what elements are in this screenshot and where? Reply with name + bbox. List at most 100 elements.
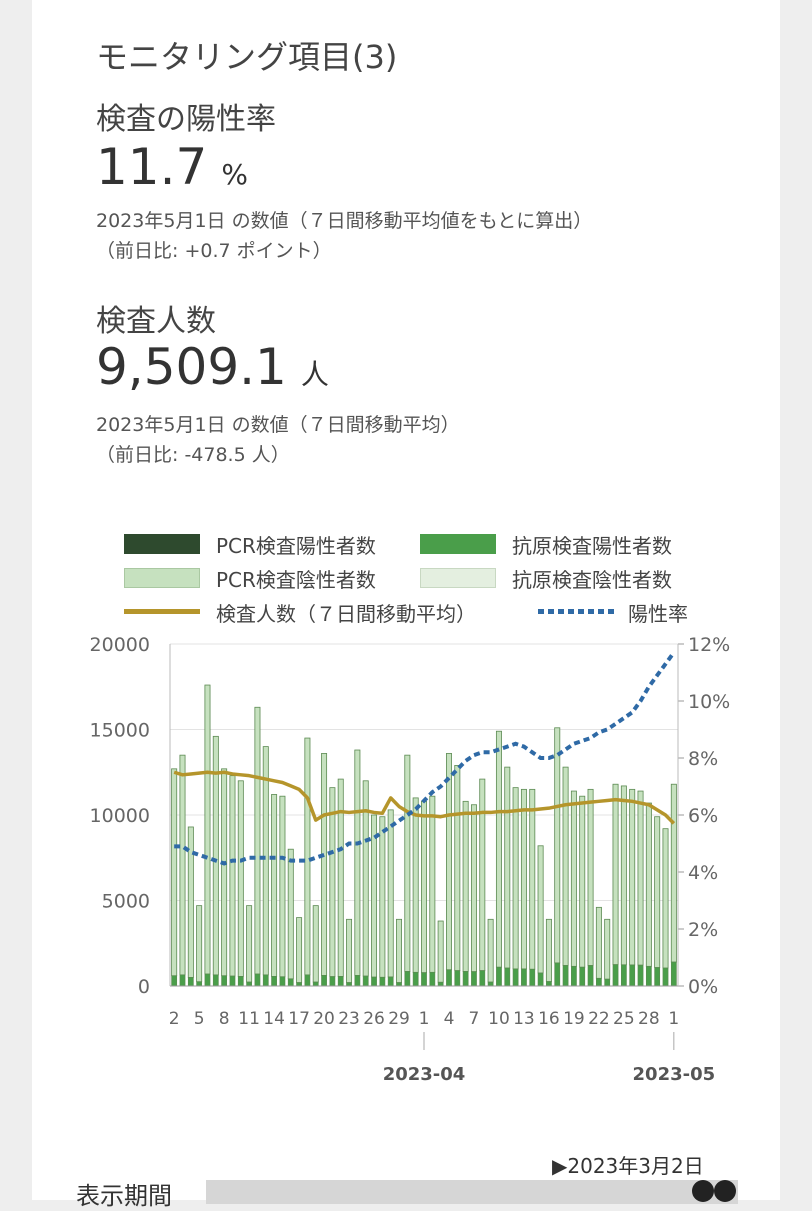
legend-swatch-positivity-rate[interactable] xyxy=(538,609,614,614)
bar-positive xyxy=(321,975,327,987)
bar-positive xyxy=(479,970,486,987)
period-slider[interactable] xyxy=(206,1180,738,1204)
x-tick-label: 17 xyxy=(288,1009,310,1029)
bar-negative xyxy=(670,783,677,963)
bar-negative xyxy=(254,706,261,975)
bar-positive xyxy=(246,981,252,987)
bar-positive xyxy=(312,981,319,987)
bar-positive xyxy=(212,974,219,987)
legend-swatch-antigen-positive[interactable] xyxy=(420,534,496,554)
bar-positive xyxy=(187,977,194,987)
slider-handle-start[interactable] xyxy=(692,1180,714,1202)
bar-negative xyxy=(604,918,611,980)
bar-positive xyxy=(354,975,361,987)
bar-positive xyxy=(487,981,494,987)
legend-label-positivity-rate[interactable]: 陽性率 xyxy=(628,602,688,626)
bar-positive xyxy=(237,976,244,987)
legend-label-pcr-positive[interactable]: PCR検査陽性者数 xyxy=(216,534,376,558)
bar-positive xyxy=(279,976,286,987)
x-tick-label: 1 xyxy=(419,1009,430,1029)
month-label: 2023-04 xyxy=(383,1064,466,1085)
bar-positive xyxy=(371,976,377,987)
bar-positive xyxy=(271,976,277,987)
bar-negative xyxy=(321,753,328,976)
positivity-label: 検査の陽性率 xyxy=(96,102,276,137)
bar-negative xyxy=(462,800,469,972)
y-right-tick-label: 8% xyxy=(688,748,718,770)
bar-negative xyxy=(412,797,419,973)
x-tick-label: 1 xyxy=(668,1009,679,1029)
y-right-tick-label: 0% xyxy=(688,976,718,998)
bar-positive xyxy=(662,967,669,987)
bar-positive xyxy=(362,975,369,987)
bar-positive xyxy=(554,962,561,987)
bar-negative xyxy=(379,816,386,978)
y-left-tick-label: 10000 xyxy=(90,805,150,827)
bar-positive xyxy=(521,968,527,987)
bar-positive xyxy=(171,975,178,987)
bar-negative xyxy=(196,905,203,983)
bar-negative xyxy=(620,785,627,966)
bar-positive xyxy=(337,976,344,987)
x-tick-label: 4 xyxy=(444,1009,455,1029)
bar-negative xyxy=(421,800,427,974)
bar-negative xyxy=(562,766,569,966)
slider-handle-end[interactable] xyxy=(714,1180,736,1202)
x-tick-label: 29 xyxy=(388,1009,410,1029)
y-right-tick-label: 4% xyxy=(688,862,718,884)
bar-positive xyxy=(529,968,536,987)
bar-positive xyxy=(429,972,436,987)
bar-negative xyxy=(271,794,278,977)
bar-negative xyxy=(221,768,228,977)
bar-negative xyxy=(645,802,652,967)
bar-negative xyxy=(637,790,644,966)
bar-positive xyxy=(196,981,203,987)
bar-positive xyxy=(587,965,594,987)
legend-label-antigen-positive[interactable]: 抗原検査陽性者数 xyxy=(512,534,672,558)
bar-positive xyxy=(329,976,336,987)
y-right-tick-label: 2% xyxy=(688,919,718,941)
bar-positive xyxy=(604,978,611,987)
legend-swatch-pcr-negative[interactable] xyxy=(124,568,200,588)
bar-positive xyxy=(562,965,569,987)
x-tick-label: 13 xyxy=(513,1009,535,1029)
bar-negative xyxy=(354,749,361,976)
bar-negative xyxy=(487,918,494,983)
positivity-number: 11.7 xyxy=(96,138,208,196)
bar-positive xyxy=(670,961,677,987)
bar-positive xyxy=(512,968,519,987)
y-left-tick-label: 20000 xyxy=(90,634,150,656)
bar-negative xyxy=(229,775,236,977)
bar-positive xyxy=(262,974,269,987)
legend-label-pcr-negative[interactable]: PCR検査陰性者数 xyxy=(216,568,376,592)
bar-negative xyxy=(545,918,552,982)
legend-swatch-test-average[interactable] xyxy=(124,609,200,614)
bar-positive xyxy=(537,972,544,987)
x-tick-label: 7 xyxy=(469,1009,480,1029)
positivity-unit: % xyxy=(221,158,248,191)
tests-label: 検査人数 xyxy=(96,304,216,339)
bar-positive xyxy=(471,971,477,987)
bar-negative xyxy=(595,906,602,979)
bar-positive xyxy=(496,966,502,987)
legend-swatch-antigen-negative[interactable] xyxy=(420,568,496,588)
chart-bars xyxy=(171,684,677,987)
bar-positive xyxy=(179,974,186,987)
bar-negative xyxy=(495,730,502,968)
bar-positive xyxy=(437,981,444,987)
bar-negative xyxy=(279,795,286,978)
month-label: 2023-05 xyxy=(633,1064,716,1085)
bar-negative xyxy=(454,765,461,972)
tests-number: 9,509.1 xyxy=(96,338,287,396)
x-tick-label: 8 xyxy=(219,1009,230,1029)
bar-negative xyxy=(204,684,211,975)
bar-negative xyxy=(179,754,186,976)
bar-negative xyxy=(529,788,536,970)
legend-swatch-pcr-positive[interactable] xyxy=(124,534,200,554)
legend-label-test-average[interactable]: 検査人数（７日間移動平均） xyxy=(216,602,476,626)
bar-positive xyxy=(504,967,511,987)
x-tick-label: 22 xyxy=(588,1009,610,1029)
tests-diff: （前日比: -478.5 人） xyxy=(96,444,290,466)
legend-label-antigen-negative[interactable]: 抗原検査陰性者数 xyxy=(512,568,672,592)
